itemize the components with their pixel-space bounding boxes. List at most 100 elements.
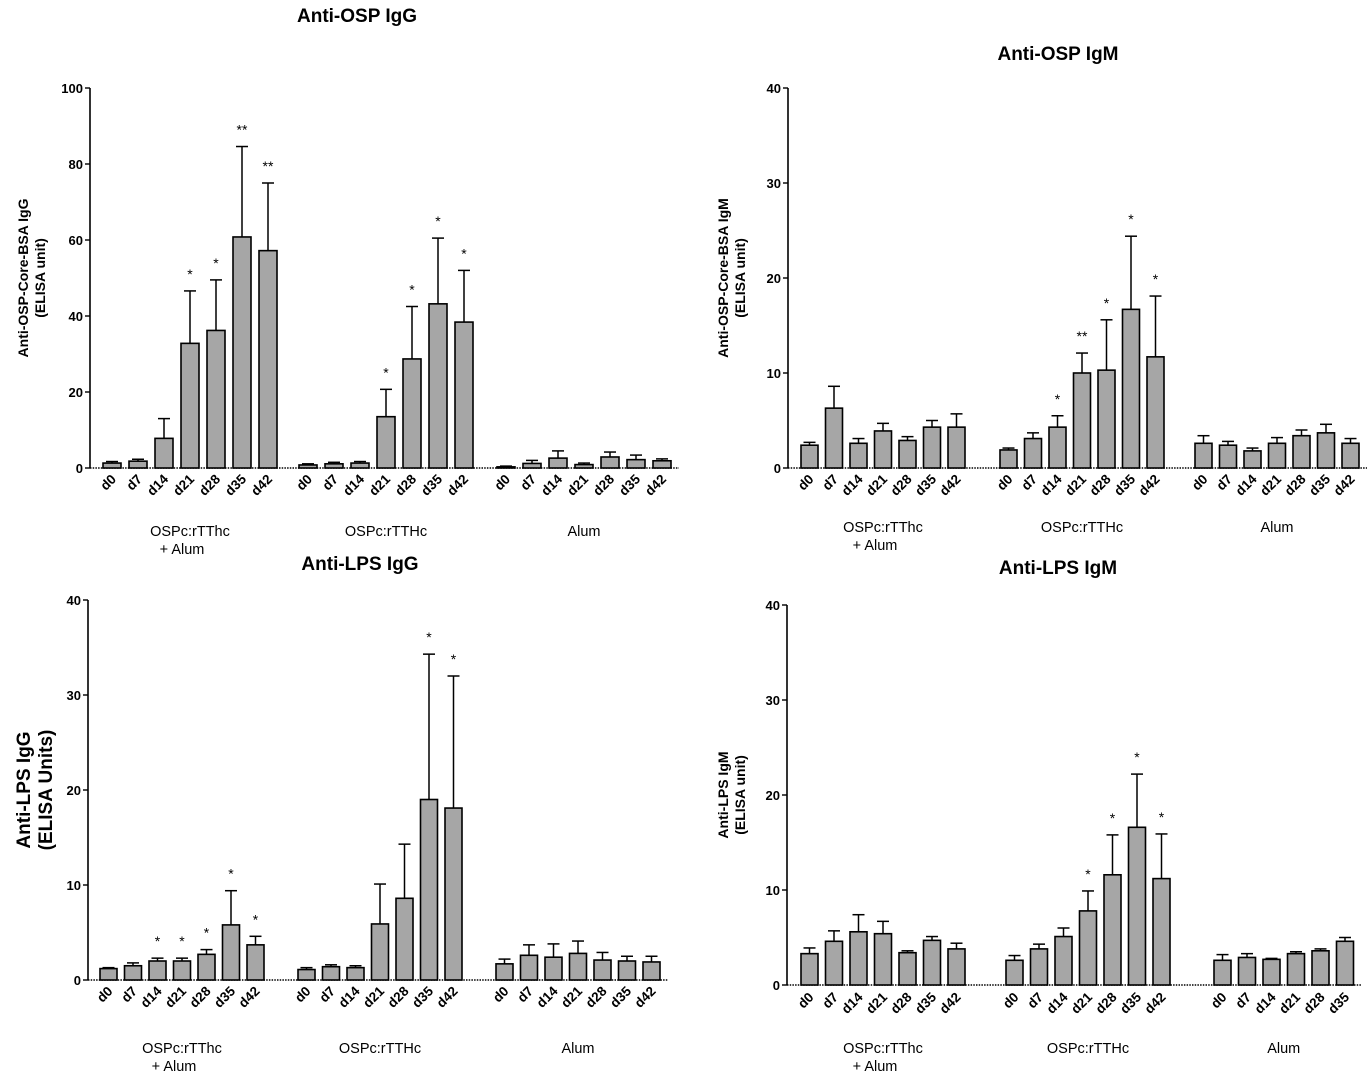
- significance-label: *: [1134, 749, 1140, 765]
- y-tick-label: 40: [69, 309, 83, 324]
- x-tick-label: d28: [888, 471, 915, 498]
- x-tick-label: d7: [1024, 990, 1046, 1012]
- y-tick-label: 0: [74, 973, 81, 988]
- y-axis-label: Anti-OSP-Core-BSA IgG: [15, 198, 31, 357]
- bar: [128, 460, 148, 469]
- x-tick-label: d35: [1117, 989, 1144, 1016]
- significance-label: *: [383, 364, 389, 380]
- x-tick-label: d14: [839, 471, 866, 498]
- x-tick-label: d35: [222, 471, 249, 498]
- x-tick-label: d28: [392, 471, 419, 498]
- x-tick-label: d21: [863, 471, 890, 498]
- significance-label: **: [1077, 328, 1088, 344]
- significance-label: *: [461, 245, 467, 261]
- significance-label: *: [435, 213, 441, 229]
- bar: [148, 960, 167, 981]
- x-tick-label: d14: [1252, 989, 1279, 1016]
- x-tick-label: d35: [912, 471, 939, 498]
- x-tick-label: d7: [1232, 990, 1254, 1012]
- y-tick-label: 30: [767, 176, 781, 191]
- x-tick-label: d35: [1306, 471, 1333, 498]
- group-label: OSPc:rTThc: [843, 1041, 923, 1057]
- x-tick-label: d21: [1062, 471, 1089, 498]
- bar: [626, 458, 646, 469]
- x-tick-label: d42: [1136, 472, 1163, 499]
- bar: [232, 236, 252, 469]
- y-axis-label: Anti-LPS IgG: [14, 731, 35, 848]
- group-label: + Alum: [853, 1059, 898, 1075]
- x-tick-label: d0: [994, 472, 1016, 494]
- x-tick-label: d21: [564, 471, 591, 498]
- significance-label: *: [1085, 866, 1091, 882]
- bar: [197, 953, 216, 981]
- bar: [548, 457, 568, 469]
- x-tick-label: d42: [236, 984, 263, 1011]
- x-tick-label: d35: [912, 989, 939, 1016]
- bar: [496, 466, 516, 469]
- bar: [1103, 873, 1122, 986]
- bar: [1341, 442, 1360, 469]
- bar: [1292, 434, 1311, 469]
- x-tick-label: d7: [319, 472, 341, 494]
- bar: [1311, 949, 1330, 986]
- y-tick-label: 10: [767, 366, 781, 381]
- bar: [800, 952, 819, 986]
- bar: [824, 407, 844, 469]
- x-tick-label: d28: [1093, 989, 1120, 1016]
- group-label: Alum: [1267, 1041, 1300, 1057]
- x-tick-label: d0: [293, 472, 315, 494]
- chart-panel-2: Anti-OSP IgM Anti-OSP-Core-BSA IgM (ELISA …: [715, 44, 1367, 554]
- significance-label: *: [1153, 271, 1159, 287]
- bar: [522, 462, 542, 469]
- y-tick-label: 20: [767, 271, 781, 286]
- x-tick-label: d0: [1189, 472, 1211, 494]
- bar: [1335, 940, 1355, 986]
- x-tick-label: d42: [1331, 472, 1358, 499]
- x-tick-label: d21: [170, 471, 197, 498]
- x-tick-label: d7: [1018, 472, 1040, 494]
- group-label: OSPc:rTTHc: [339, 1041, 421, 1057]
- bar: [1267, 442, 1287, 469]
- bar: [652, 459, 672, 469]
- bar: [849, 930, 868, 986]
- significance-label: *: [253, 911, 259, 927]
- chart-title: Anti-OSP IgM: [997, 44, 1118, 65]
- x-tick-label: d14: [340, 471, 367, 498]
- bar: [999, 449, 1018, 469]
- x-tick-label: d42: [434, 984, 461, 1011]
- bar: [898, 951, 917, 986]
- y-tick-label: 0: [773, 978, 780, 993]
- bar: [1121, 308, 1141, 469]
- bar: [947, 948, 966, 986]
- bar: [1194, 442, 1213, 469]
- x-tick-label: d28: [187, 983, 214, 1010]
- bar: [574, 463, 594, 469]
- y-tick-label: 20: [766, 788, 780, 803]
- x-tick-label: d21: [162, 983, 189, 1010]
- bar: [1218, 444, 1238, 469]
- y-axis-label: (ELISA unit): [732, 238, 748, 318]
- x-tick-label: d7: [819, 990, 841, 1012]
- bar: [428, 303, 448, 469]
- bar: [444, 807, 463, 981]
- bar: [376, 415, 396, 469]
- x-tick-label: d0: [795, 472, 817, 494]
- chart-title: Anti-LPS IgM: [999, 558, 1117, 579]
- significance-label: *: [1055, 391, 1061, 407]
- bar: [172, 960, 192, 981]
- group-label: OSPc:rTThc: [150, 524, 230, 540]
- bar: [1097, 369, 1116, 469]
- x-tick-label: d0: [97, 472, 119, 494]
- bar: [298, 464, 318, 469]
- bar: [519, 954, 539, 981]
- x-tick-label: d42: [444, 472, 471, 499]
- bar: [154, 437, 174, 469]
- significance-label: **: [237, 122, 248, 138]
- bar: [1243, 450, 1262, 469]
- bar: [800, 444, 819, 469]
- group-label: + Alum: [160, 542, 205, 558]
- group-label: OSPc:rTThc: [142, 1041, 222, 1057]
- bar: [1262, 958, 1281, 986]
